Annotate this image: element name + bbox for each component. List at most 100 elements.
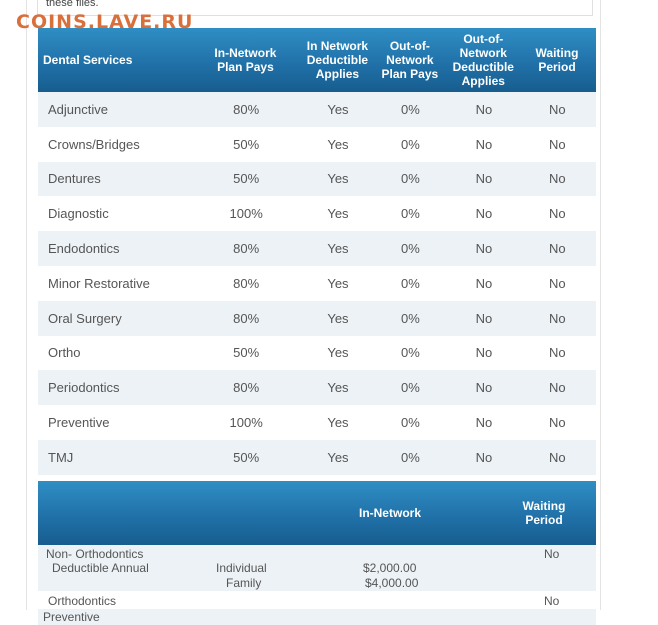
- cell-in-network-deductible: Yes: [327, 275, 349, 291]
- deductible-row-ortho: Orthodontics No: [38, 591, 596, 609]
- table-row: Crowns/Bridges 50% Yes 0% No No: [38, 127, 596, 162]
- cell-in-network-pays: 50%: [233, 136, 260, 152]
- cell-in-network-deductible: Yes: [327, 380, 349, 396]
- cell-waiting-period: No: [549, 101, 566, 117]
- cell-service: Oral Surgery: [48, 310, 122, 326]
- cell-waiting-period: No: [549, 136, 566, 152]
- cell-out-network-deductible: No: [475, 101, 493, 117]
- header-waiting-period-2: Waiting Period: [522, 498, 566, 527]
- cell-in-network-deductible: Yes: [327, 241, 349, 257]
- cell-service: Ortho: [48, 345, 81, 361]
- cell-out-network-pays: 0%: [401, 101, 420, 117]
- cell-in-network-deductible: Yes: [327, 345, 349, 361]
- header-out-of-network-plan-pays: Out-of-Network Plan Pays: [381, 39, 439, 81]
- cell-service: Endodontics: [48, 241, 120, 257]
- cell-out-network-deductible: No: [475, 171, 493, 187]
- cell-in-network-pays: 50%: [233, 345, 260, 361]
- cell-service: Adjunctive: [48, 101, 108, 117]
- cell-out-network-deductible: No: [475, 136, 493, 152]
- table-row: Dentures 50% Yes 0% No No: [38, 161, 596, 197]
- cell-in-network-deductible: Yes: [327, 101, 349, 117]
- cell-in-network-pays: 80%: [233, 380, 260, 396]
- cell-out-network-deductible: No: [475, 275, 493, 291]
- watermark: COINS.LAVE.RU: [16, 11, 194, 33]
- cell-out-network-deductible: No: [475, 310, 493, 326]
- cell-in-network-deductible: Yes: [327, 171, 349, 187]
- table-row: Diagnostic 100% Yes 0% No No: [38, 196, 596, 231]
- cell-out-network-deductible: No: [475, 345, 493, 361]
- cell-in-network-pays: 50%: [233, 449, 260, 465]
- cell-waiting-period: No: [549, 449, 566, 465]
- cell-waiting-period: No: [549, 206, 566, 222]
- header-waiting-period: Waiting Period: [535, 46, 579, 74]
- cell-waiting-period: No: [549, 345, 566, 361]
- cell-waiting-period: No: [549, 171, 566, 187]
- deductible-row-non-ortho: Non- Orthodontics Deductible Annual Indi…: [38, 544, 596, 591]
- wait-value-ortho: No: [544, 593, 560, 608]
- table-header: Dental Services In-Network Plan Pays In …: [38, 28, 596, 92]
- cell-in-network-pays: 80%: [233, 241, 260, 257]
- cell-out-network-deductible: No: [475, 449, 493, 465]
- cell-out-network-pays: 0%: [401, 380, 420, 396]
- cell-in-network-pays: 50%: [233, 171, 260, 187]
- header-in-network-deductible: In Network Deductible Applies: [306, 39, 369, 81]
- cell-out-network-pays: 0%: [401, 415, 420, 431]
- row-name-ortho: Orthodontics: [48, 593, 117, 608]
- cell-in-network-pays: 100%: [229, 206, 263, 222]
- cell-in-network-pays: 80%: [233, 275, 260, 291]
- cell-out-network-deductible: No: [475, 206, 493, 222]
- table-row: TMJ 50% Yes 0% No No: [38, 439, 596, 475]
- header-in-network-plan-pays: In-Network Plan Pays: [214, 46, 277, 74]
- cell-service: Preventive: [48, 415, 110, 431]
- cell-in-network-pays: 100%: [229, 415, 263, 431]
- table-row: Ortho 50% Yes 0% No No: [38, 336, 596, 371]
- cell-in-network-deductible: Yes: [327, 136, 349, 152]
- cell-out-network-pays: 0%: [401, 241, 420, 257]
- cell-service: TMJ: [48, 449, 74, 465]
- row-name-line2: Deductible Annual: [52, 560, 149, 575]
- cell-out-network-pays: 0%: [401, 171, 420, 187]
- cell-waiting-period: No: [549, 275, 566, 291]
- note-box: these files.: [37, 0, 593, 16]
- table-row: Periodontics 80% Yes 0% No No: [38, 370, 596, 406]
- table-row: Preventive 100% Yes 0% No No: [38, 405, 596, 440]
- cell-out-network-pays: 0%: [401, 136, 420, 152]
- cell-waiting-period: No: [549, 310, 566, 326]
- cell-out-network-pays: 0%: [401, 206, 420, 222]
- deductible-header: In-Network Waiting Period: [38, 480, 596, 545]
- cell-out-network-deductible: No: [475, 415, 493, 431]
- cell-out-network-pays: 0%: [401, 310, 420, 326]
- cell-service: Periodontics: [48, 380, 120, 396]
- tier-individual: Individual: [216, 560, 267, 575]
- cell-out-network-pays: 0%: [401, 345, 420, 361]
- cell-service: Diagnostic: [48, 206, 109, 222]
- table-row: Oral Surgery 80% Yes 0% No No: [38, 300, 596, 336]
- cell-out-network-pays: 0%: [401, 449, 420, 465]
- amount-family: $4,000.00: [365, 575, 419, 590]
- cell-service: Dentures: [48, 171, 101, 187]
- header-in-network: In-Network: [358, 505, 421, 520]
- cell-service: Minor Restorative: [48, 275, 150, 291]
- table-row: Adjunctive 80% Yes 0% No No: [38, 92, 596, 127]
- cell-in-network-deductible: Yes: [327, 206, 349, 222]
- dental-services-table: Dental Services In-Network Plan Pays In …: [38, 28, 596, 625]
- cell-service: Crowns/Bridges: [48, 136, 140, 152]
- amount-individual: $2,000.00: [363, 560, 417, 575]
- table-row: Endodontics 80% Yes 0% No No: [38, 231, 596, 266]
- cell-in-network-deductible: Yes: [327, 415, 349, 431]
- row-name-preventive: Preventive: [43, 609, 100, 624]
- table-body: Adjunctive 80% Yes 0% No No Crowns/Bridges 50% Y…: [38, 92, 596, 475]
- wait-value: No: [544, 546, 560, 561]
- row-name-line1: Non- Orthodontics: [46, 546, 144, 561]
- header-out-of-network-deductible: Out-of-Network Deductible Applies: [452, 32, 514, 88]
- header-dental-services: Dental Services: [43, 53, 133, 67]
- cell-in-network-deductible: Yes: [327, 449, 349, 465]
- deductible-row-preventive: Preventive: [38, 608, 596, 625]
- cell-out-network-pays: 0%: [401, 275, 420, 291]
- cell-waiting-period: No: [549, 415, 566, 431]
- cell-in-network-pays: 80%: [233, 310, 260, 326]
- cell-out-network-deductible: No: [475, 241, 493, 257]
- cell-out-network-deductible: No: [475, 380, 493, 396]
- table-row: Minor Restorative 80% Yes 0% No No: [38, 266, 596, 301]
- cell-in-network-deductible: Yes: [327, 310, 349, 326]
